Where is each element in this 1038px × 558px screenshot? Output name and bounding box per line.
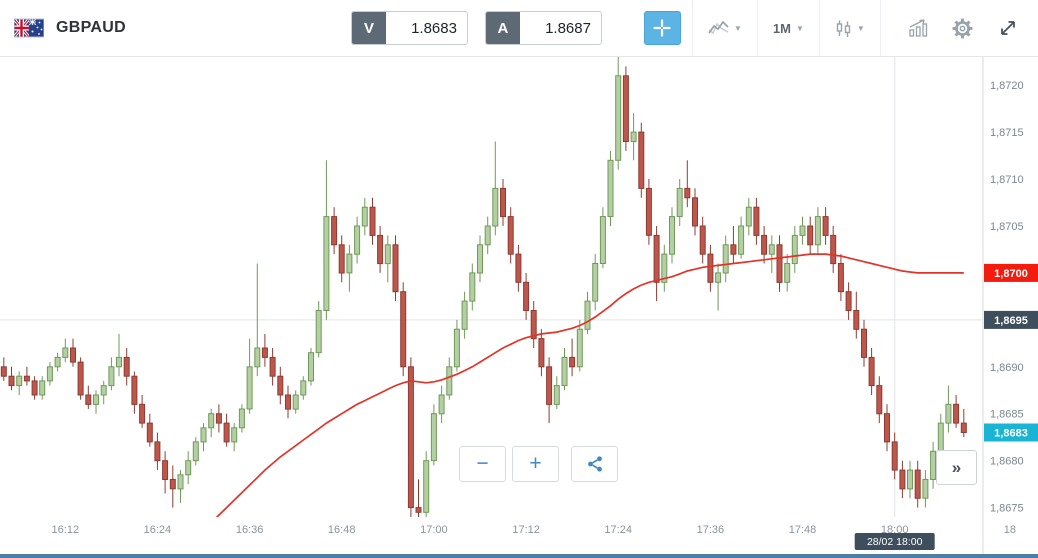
svg-text:28/02 18:00: 28/02 18:00 <box>867 536 923 548</box>
svg-text:1,8685: 1,8685 <box>990 409 1024 421</box>
line-chart-icon <box>708 20 729 36</box>
bottom-scrollbar[interactable] <box>0 554 1038 558</box>
settings-button[interactable] <box>945 11 980 46</box>
svg-text:1,8695: 1,8695 <box>994 315 1028 327</box>
price-chart[interactable]: 1,8720 1,8715 1,8710 1,8705 1,8690 1,8685 1,86… <box>0 57 1038 558</box>
zoom-out-button[interactable]: − <box>459 446 506 482</box>
chevron-down-icon: ▼ <box>733 23 742 33</box>
svg-text:1,8720: 1,8720 <box>990 80 1024 92</box>
chevron-down-icon: ▼ <box>856 23 865 33</box>
svg-text:17:48: 17:48 <box>789 524 817 536</box>
indicators-button[interactable] <box>902 13 935 44</box>
toolbar-divider <box>756 0 758 56</box>
zoom-in-button[interactable]: + <box>512 446 559 482</box>
candlesticks[interactable] <box>0 57 967 522</box>
svg-text:16:36: 16:36 <box>236 524 264 536</box>
svg-text:1,8710: 1,8710 <box>990 174 1024 186</box>
svg-text:1,8690: 1,8690 <box>990 362 1024 374</box>
svg-text:16:12: 16:12 <box>52 524 80 536</box>
svg-text:17:24: 17:24 <box>604 524 632 536</box>
svg-text:16:48: 16:48 <box>328 524 356 536</box>
minus-icon: − <box>476 452 489 475</box>
sell-price-value: 1.8683 <box>411 19 457 37</box>
sell-label: V <box>351 12 386 44</box>
svg-text:18: 18 <box>1004 524 1016 536</box>
price-axis[interactable]: 1,8720 1,8715 1,8710 1,8705 1,8690 1,8685 1,86… <box>990 80 1024 514</box>
collapse-button[interactable] <box>992 12 1024 44</box>
symbol-title: GBPAUD <box>56 19 126 36</box>
day-marker-badge: 28/02 18:00 <box>854 533 935 550</box>
crosshair-button[interactable] <box>643 11 681 45</box>
plus-icon: + <box>529 452 542 475</box>
collapse-arrows-icon <box>998 18 1018 38</box>
svg-text:1,8705: 1,8705 <box>990 221 1024 233</box>
candle-style-dropdown[interactable]: ▼ <box>831 13 869 44</box>
svg-text:1,8700: 1,8700 <box>994 268 1028 280</box>
share-button[interactable] <box>571 446 618 482</box>
moving-average-line <box>215 253 964 517</box>
indicators-icon <box>908 18 929 38</box>
gear-icon <box>951 17 974 40</box>
svg-text:1,8683: 1,8683 <box>994 428 1028 440</box>
svg-text:17:12: 17:12 <box>512 524 540 536</box>
toolbar-divider <box>818 0 820 56</box>
toolbar-divider <box>879 0 881 56</box>
timeframe-label: 1M <box>772 20 791 36</box>
svg-text:16:24: 16:24 <box>144 524 172 536</box>
toolbar-divider <box>691 0 693 56</box>
svg-text:17:00: 17:00 <box>420 524 448 536</box>
crosshair-icon <box>653 19 672 37</box>
svg-text:1,8715: 1,8715 <box>990 127 1024 139</box>
svg-text:1,8680: 1,8680 <box>990 456 1024 468</box>
svg-text:1,8675: 1,8675 <box>990 503 1024 515</box>
last-price-badge: 1,8683 <box>984 423 1038 442</box>
chart-zoom-controls: − + <box>459 446 624 482</box>
price-badges: 1,8700 1,8695 1,8683 <box>984 263 1038 442</box>
expand-button[interactable]: » <box>936 450 977 485</box>
chevron-down-icon: ▼ <box>795 23 804 33</box>
candlestick-icon <box>835 19 852 38</box>
svg-text:17:36: 17:36 <box>697 524 725 536</box>
gbpaud-flag-icon <box>14 18 44 38</box>
ma-price-badge: 1,8700 <box>984 263 1038 282</box>
buy-label: A <box>485 12 520 44</box>
share-icon <box>586 455 604 473</box>
buy-price-value: 1.8687 <box>545 19 591 37</box>
timeframe-dropdown[interactable]: 1M ▼ <box>769 15 808 42</box>
level-price-badge: 1,8695 <box>984 310 1038 329</box>
toolbar: GBPAUD V 1.8683 A 1.8687 ▼ 1M ▼ <box>0 0 1038 57</box>
buy-price-button[interactable]: A 1.8687 <box>484 11 602 45</box>
double-chevron-right-icon: » <box>951 457 962 477</box>
chart-type-dropdown[interactable]: ▼ <box>704 14 746 42</box>
sell-price-button[interactable]: V 1.8683 <box>350 11 468 45</box>
